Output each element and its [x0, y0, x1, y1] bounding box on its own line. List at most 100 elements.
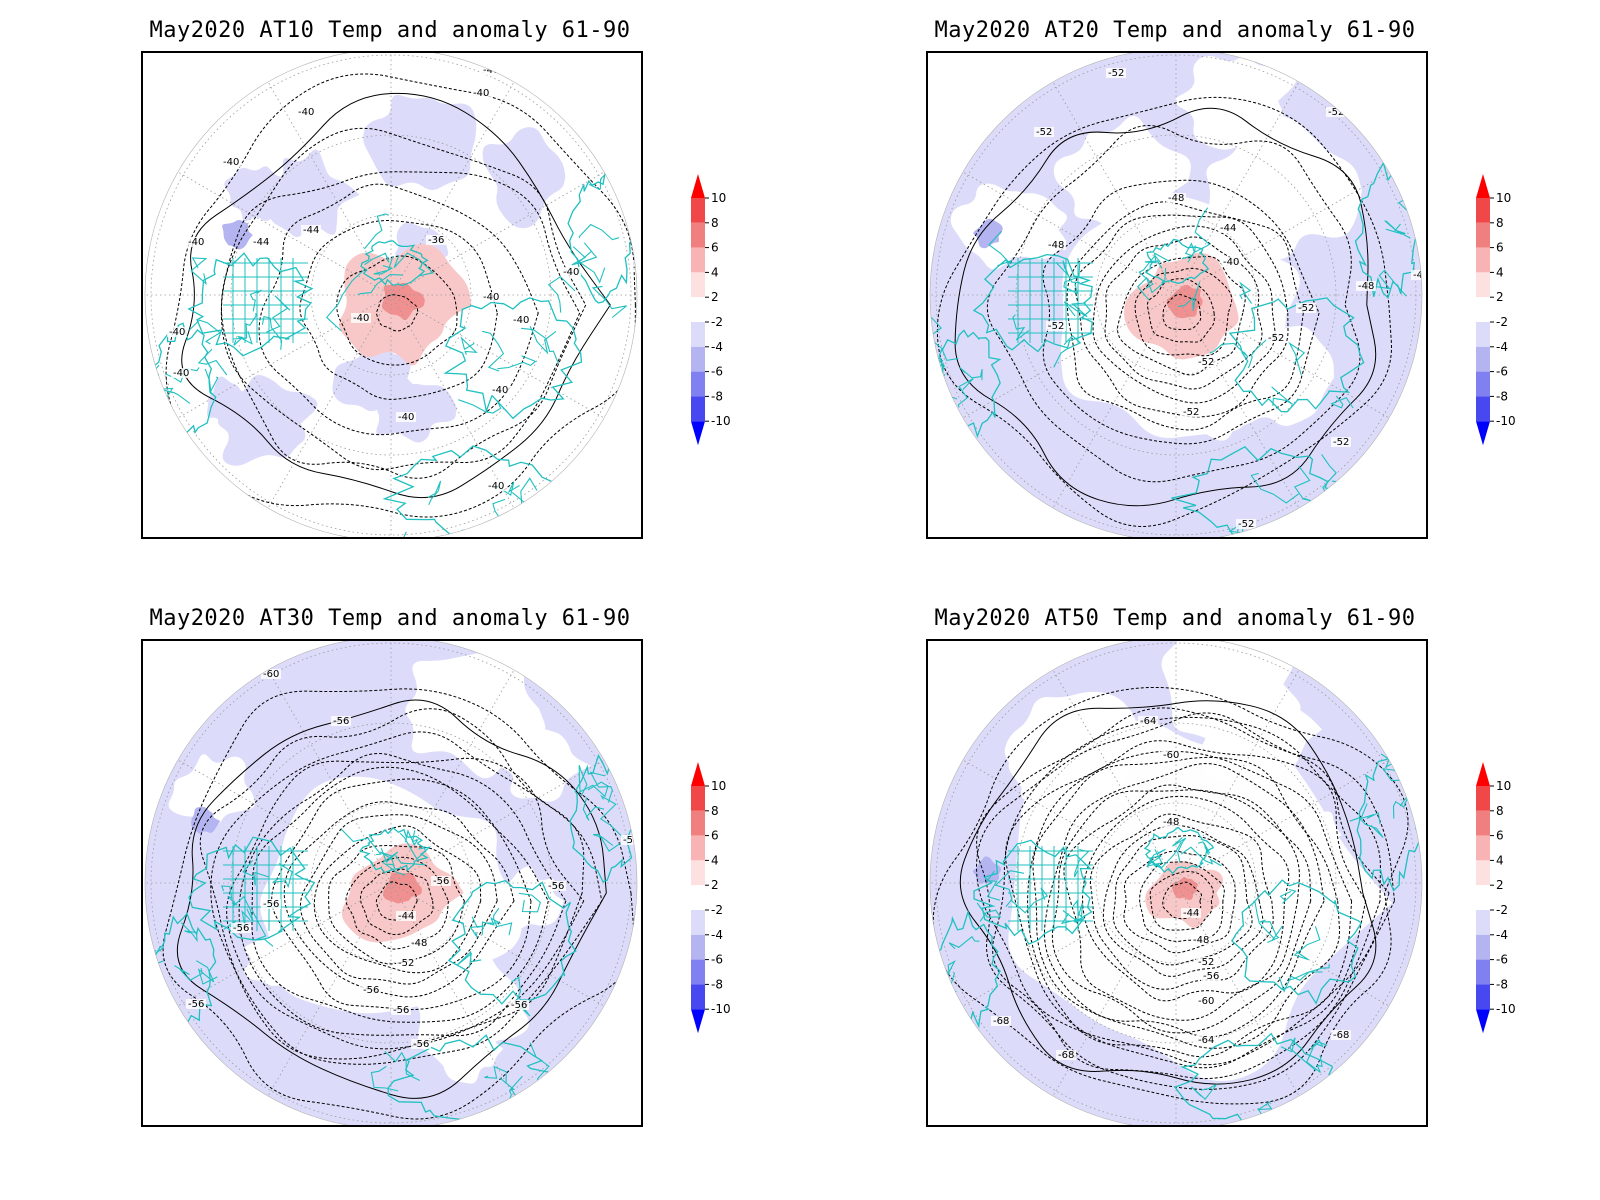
- coastline: [188, 836, 316, 941]
- colorbar-label: -4: [1496, 928, 1508, 942]
- map-svg: -52 -52 -52 -48 -44 -48 -40 -52 -52 -48 -52 -52 -48 -…: [929, 53, 1426, 537]
- temperature-contour-outer: [220, 127, 587, 479]
- temperature-contour-outer: [959, 700, 1377, 1085]
- colorbar-segment: [691, 835, 705, 861]
- colorbar-arrow-bottom: [1476, 421, 1490, 446]
- anomaly-neutral-patch: [496, 728, 591, 802]
- temperature-contour: [238, 753, 567, 1037]
- colorbar-arrow-bottom: [1476, 1009, 1490, 1034]
- country-border: [527, 500, 554, 524]
- country-border: [363, 213, 389, 250]
- contour-label: -56: [1203, 971, 1219, 982]
- contour-label-bg: [1406, 190, 1422, 200]
- anomaly-neutral-patch: [1174, 55, 1297, 150]
- colorbar-label: 4: [1496, 265, 1504, 279]
- anomaly-cool-patch: [376, 377, 457, 443]
- country-border: [1177, 281, 1201, 311]
- colorbar-segment: [1476, 272, 1490, 298]
- contour-label: -48: [1413, 270, 1426, 281]
- latitude-circle: [310, 214, 472, 376]
- contour-label: -56: [393, 1005, 409, 1016]
- contour-label: -68: [1333, 1030, 1349, 1041]
- colorbar-label: 4: [1496, 853, 1504, 867]
- colorbar-segment: [691, 371, 705, 397]
- contour-label-bg: [351, 313, 371, 323]
- panel-title: May2020 AT30 Temp and anomaly 61-90: [149, 606, 631, 631]
- country-border: [1146, 848, 1166, 867]
- meridian-line: [267, 81, 392, 296]
- temperature-contour: [360, 868, 434, 936]
- contour-label: -64: [1140, 716, 1156, 727]
- country-border: [930, 977, 946, 1004]
- colorbar-label: 2: [1496, 290, 1504, 304]
- coastline: [360, 240, 429, 287]
- meridian-line: [390, 294, 515, 509]
- contour-label-bg: [231, 923, 251, 933]
- anomaly-warm-center: [381, 282, 425, 321]
- temperature-contour-outer: [976, 712, 1390, 1066]
- country-border: [233, 330, 253, 346]
- contour-label: -40: [298, 107, 314, 118]
- colorbar-segment: [691, 346, 705, 372]
- contour-label-bg: [186, 999, 206, 1009]
- country-border: [1053, 335, 1082, 368]
- country-border: [220, 885, 238, 906]
- country-border: [404, 829, 419, 847]
- colorbar-label: 6: [711, 829, 719, 843]
- contour-label: -52: [1108, 68, 1124, 79]
- contour-label: -44: [1183, 908, 1199, 919]
- contour-label: -36: [428, 235, 444, 246]
- temperature-contour: [299, 220, 498, 400]
- contour-label-bg: [261, 669, 281, 679]
- map-layer: -64 -60 -48 -44 -48 -52 -56 -60 -64 -68 -68 -68: [930, 641, 1422, 1125]
- contour-label-bg: [1236, 519, 1256, 529]
- anomaly-cool-patch: [217, 375, 318, 466]
- country-border: [458, 399, 502, 414]
- colorbar-label: -4: [711, 928, 723, 942]
- temperature-contour: [328, 845, 465, 965]
- contour-label-bg: [391, 1005, 411, 1015]
- meridian-line: [390, 294, 605, 419]
- map-svg: -40 -40 -40 -40 -40 -44 -44 -36 -40 -40 -40 -40 -40 -…: [144, 53, 638, 537]
- country-border: [1257, 1101, 1273, 1121]
- contour-label-bg: [509, 1000, 529, 1010]
- contour-label: -68: [1058, 1050, 1074, 1061]
- country-border: [393, 252, 435, 277]
- contour-label-bg: [1221, 257, 1241, 267]
- country-border: [591, 285, 627, 318]
- temperature-contour: [1042, 179, 1320, 445]
- colorbar-segment: [691, 786, 705, 811]
- temperature-contour: [376, 294, 418, 332]
- country-border: [1397, 765, 1419, 783]
- country-border: [957, 378, 974, 408]
- temperature-contour-outer: [176, 699, 607, 1099]
- contour-label: -52: [1198, 957, 1214, 968]
- country-border: [159, 387, 191, 404]
- anomaly-cool-spot: [973, 218, 1003, 249]
- contour-label: -56: [333, 716, 349, 727]
- latitude-circle: [310, 802, 472, 964]
- contour-label: -48: [1163, 817, 1179, 828]
- contour-label: -68: [993, 1016, 1009, 1027]
- colorbar: 10 8 6 4 2 -2 -4 -6 -8 -10: [685, 760, 765, 1050]
- contour-label: -40: [353, 313, 369, 324]
- temperature-contour: [336, 255, 458, 366]
- anomaly-warm-center: [1172, 877, 1198, 900]
- country-border: [196, 960, 218, 985]
- country-border: [1180, 846, 1222, 867]
- meridian-line: [177, 882, 392, 1007]
- contour-label-bg: [1356, 281, 1376, 291]
- colorbar-label: 10: [1496, 191, 1511, 205]
- country-border: [1209, 342, 1249, 358]
- contour-label: -52: [1268, 333, 1284, 344]
- country-border: [1072, 899, 1083, 919]
- temperature-contour: [271, 778, 532, 1011]
- country-border: [1181, 242, 1195, 263]
- country-border: [1279, 888, 1297, 904]
- temperature-contour: [1123, 850, 1236, 954]
- contour-label-bg: [1201, 971, 1221, 981]
- contour-label-bg: [1181, 908, 1201, 918]
- colorbar-segment: [1476, 247, 1490, 273]
- contour-label-bg: [1046, 240, 1066, 250]
- colorbar-segment: [691, 247, 705, 273]
